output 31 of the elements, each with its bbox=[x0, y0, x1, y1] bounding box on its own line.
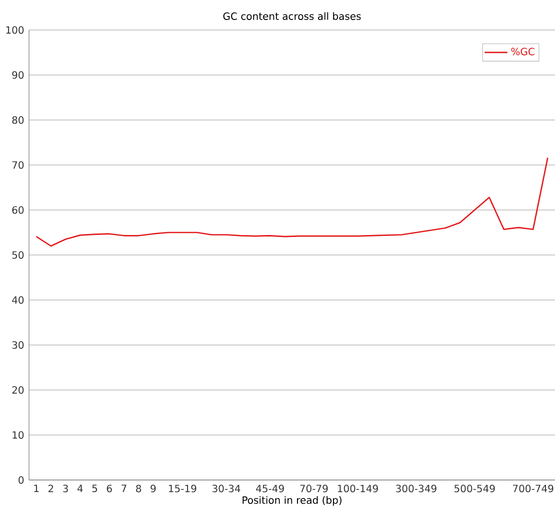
x-axis-title: Position in read (bp) bbox=[242, 496, 342, 506]
x-tick-label: 45-49 bbox=[256, 484, 284, 492]
x-tick-label: 70-79 bbox=[300, 484, 328, 492]
x-tick-label: 30-34 bbox=[212, 484, 240, 492]
x-tick-label: 7 bbox=[122, 484, 126, 492]
y-tick-label: 40 bbox=[12, 296, 24, 304]
chart-title: GC content across all bases bbox=[223, 12, 361, 20]
x-tick-label: 2 bbox=[48, 484, 54, 492]
x-tick-label: 4 bbox=[77, 484, 83, 492]
x-tick-label: 1 bbox=[34, 484, 39, 492]
x-tick-label: 500-549 bbox=[454, 484, 495, 492]
y-tick-label: 80 bbox=[12, 116, 24, 124]
y-tick-label: 20 bbox=[12, 386, 24, 394]
x-tick-label: 100-149 bbox=[338, 484, 378, 492]
x-tick-label: 300-349 bbox=[396, 484, 436, 492]
x-tick-label: 3 bbox=[63, 484, 68, 492]
legend-label: %GC bbox=[511, 48, 534, 56]
x-tick-label: 8 bbox=[136, 484, 142, 492]
y-tick-label: 70 bbox=[12, 161, 24, 169]
y-tick-label: 50 bbox=[12, 251, 24, 259]
y-tick-label: 10 bbox=[12, 431, 24, 439]
x-tick-label: 15-19 bbox=[169, 484, 196, 492]
y-tick-label: 0 bbox=[18, 476, 24, 484]
x-tick-label: 700-749 bbox=[513, 484, 554, 492]
y-tick-label: 30 bbox=[12, 341, 24, 349]
x-tick-label: 6 bbox=[106, 484, 112, 492]
y-tick-label: 100 bbox=[6, 26, 24, 34]
y-tick-label: 90 bbox=[12, 71, 24, 79]
y-tick-label: 60 bbox=[12, 206, 24, 214]
x-tick-label: 5 bbox=[92, 484, 98, 492]
x-tick-label: 9 bbox=[150, 484, 156, 492]
